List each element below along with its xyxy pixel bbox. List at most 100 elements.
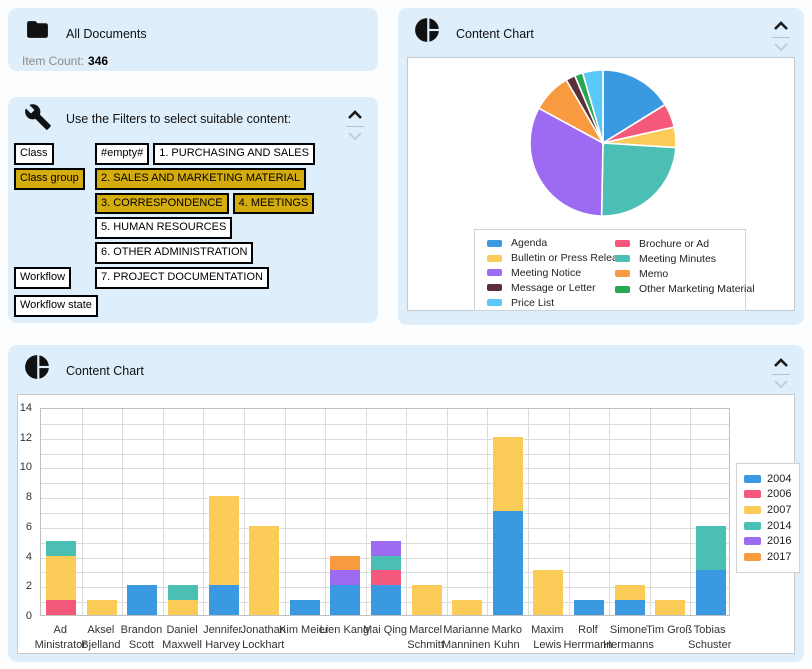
pie-slice-meeting-minutes[interactable] — [600, 142, 677, 217]
gridline — [122, 409, 124, 615]
filter-button-4-meetings[interactable]: 4. MEETINGS — [232, 192, 315, 215]
pie-legend-item-brochure-or-ad: Brochure or Ad — [615, 236, 755, 251]
gridline — [41, 513, 729, 514]
filter-button-6-other-administration[interactable]: 6. OTHER ADMINISTRATION — [95, 242, 254, 264]
gridline — [609, 409, 611, 615]
bar-segment-mai-qing-2014[interactable] — [371, 555, 401, 571]
bar-marcel-schmitt — [411, 585, 442, 615]
chevron-down-icon[interactable] — [346, 131, 364, 141]
pie-slice-price-list[interactable] — [581, 69, 604, 144]
legend-label: 2006 — [767, 488, 792, 501]
bar-segment-marko-kuhn-2007[interactable] — [492, 436, 523, 511]
pie-slice-agenda[interactable] — [602, 69, 667, 145]
gridline — [41, 423, 729, 425]
bar-segment-mai-qing-2006[interactable] — [371, 570, 401, 586]
bar-brandon-scott — [127, 585, 158, 615]
filter-button-empty[interactable]: #empty# — [95, 143, 150, 165]
workflow-button-group: Workflow Workflow state — [14, 267, 98, 317]
x-category-label: Kim Meier — [279, 624, 329, 636]
bar-legend-item-2006: 2006 — [744, 487, 799, 503]
bar-segment-lien-kang-2004[interactable] — [330, 585, 361, 615]
bar-jennifer-harvey — [208, 496, 239, 615]
x-category-label: Aksel Bjelland — [81, 624, 121, 651]
gridline — [41, 498, 729, 500]
bar-segment-mai-qing-2004[interactable] — [371, 585, 401, 615]
y-tick-label: 6 — [25, 520, 32, 533]
pie-legend-item-other-marketing-material: Other Marketing Material — [615, 282, 755, 297]
filter-button-1-purchasing-and-sales[interactable]: 1. PURCHASING AND SALES — [153, 143, 315, 165]
gridline — [203, 409, 205, 615]
legend-swatch — [744, 505, 761, 514]
bar-segment-tobias-schuster-2004[interactable] — [695, 570, 726, 615]
y-tick-label: 2 — [25, 580, 32, 593]
x-category-label: Tobias Schuster — [687, 624, 732, 651]
bar-segment-brandon-scott-2004[interactable] — [127, 585, 158, 615]
filter-button-class-group[interactable]: Class group — [14, 167, 85, 190]
legend-swatch — [744, 474, 761, 483]
bar-daniel-maxwell — [168, 585, 199, 615]
bar-legend-item-2004: 2004 — [744, 471, 799, 487]
filter-button-5-human-resources[interactable]: 5. HUMAN RESOURCES — [95, 217, 233, 239]
bar-segment-aksel-bjelland-2007[interactable] — [86, 600, 117, 615]
filter-button-2-sales-and-marketing-material[interactable]: 2. SALES AND MARKETING MATERIAL — [95, 167, 307, 190]
bar-segment-jennifer-harvey-2007[interactable] — [208, 496, 239, 586]
filter-button-workflow[interactable]: Workflow — [14, 267, 72, 289]
bar-segment-kim-meier-2004[interactable] — [289, 600, 320, 615]
gridline — [41, 468, 729, 470]
bar-segment-marko-kuhn-2004[interactable] — [492, 511, 523, 615]
chevron-down-icon[interactable] — [772, 42, 790, 52]
bar-segment-jennifer-harvey-2004[interactable] — [208, 585, 239, 615]
bar-segment-tim-gro-2007[interactable] — [655, 600, 686, 615]
bar-segment-jonathan-lockhart-2007[interactable] — [249, 525, 280, 615]
filter-button-class[interactable]: Class — [14, 143, 54, 165]
bar-ad-ministrator — [46, 540, 77, 615]
filter-button-workflow-state[interactable]: Workflow state — [14, 294, 98, 317]
pie-legend-item-message-or-letter: Message or Letter — [487, 280, 615, 295]
filters-collapse-control[interactable] — [346, 107, 364, 146]
legend-label: 2016 — [767, 535, 792, 548]
bar-chart-container: 0 2 4 6 8 10 12 14 Ad Ministrator Aksel Bjelland… — [17, 394, 800, 654]
gridline — [41, 438, 729, 440]
gridline — [568, 409, 570, 615]
collapse-divider — [772, 374, 790, 375]
bar-segment-rolf-herrmann-2004[interactable] — [573, 600, 604, 615]
bar-segment-simone-hermanns-2007[interactable] — [614, 585, 645, 601]
bar-segment-marcel-schmitt-2007[interactable] — [411, 585, 442, 615]
chevron-up-icon[interactable] — [772, 21, 790, 31]
gridline — [41, 527, 729, 529]
collapse-divider — [346, 126, 364, 127]
chevron-up-icon[interactable] — [772, 358, 790, 368]
bar-segment-daniel-maxwell-2014[interactable] — [168, 585, 199, 601]
bar-segment-ad-ministrator-2014[interactable] — [46, 540, 77, 556]
filters-instruction: Use the Filters to select suitable conte… — [66, 112, 292, 126]
gridline — [162, 409, 164, 615]
bar-segment-ad-ministrator-2006[interactable] — [46, 600, 77, 615]
gridline — [81, 409, 83, 615]
bar-segment-mai-qing-2016[interactable] — [371, 540, 401, 556]
pie-collapse-control[interactable] — [772, 18, 790, 57]
chevron-down-icon[interactable] — [772, 379, 790, 389]
bar-segment-marianne-manninen-2007[interactable] — [452, 600, 483, 615]
bar-segment-lien-kang-2016[interactable] — [330, 570, 361, 586]
bar-segment-tobias-schuster-2014[interactable] — [695, 525, 726, 571]
filter-button-3-correspondence[interactable]: 3. CORRESPONDENCE — [95, 192, 229, 215]
bar-marianne-manninen — [452, 600, 483, 615]
x-category-label: Marianne Manninen — [442, 624, 491, 651]
gridline — [487, 409, 489, 615]
legend-label: Brochure or Ad — [639, 237, 710, 250]
x-category-label: Mai Qing — [362, 624, 408, 636]
bar-segment-ad-ministrator-2007[interactable] — [46, 555, 77, 601]
legend-swatch — [487, 239, 502, 247]
bar-plot-area — [40, 408, 730, 616]
pie-slice-meeting-notice[interactable] — [529, 107, 604, 217]
bar-segment-maxim-lewis-2007[interactable] — [533, 570, 564, 615]
bar-segment-daniel-maxwell-2007[interactable] — [168, 600, 199, 615]
bar-segment-lien-kang-2017[interactable] — [330, 555, 361, 571]
chevron-up-icon[interactable] — [346, 110, 364, 120]
bar-collapse-control[interactable] — [772, 355, 790, 394]
filter-button-7-project-documentation[interactable]: 7. PROJECT DOCUMENTATION — [95, 266, 269, 289]
bar-segment-simone-hermanns-2004[interactable] — [614, 600, 645, 615]
legend-label: Memo — [639, 267, 669, 280]
bar-legend-item-2017: 2017 — [744, 549, 799, 565]
legend-label: 2014 — [767, 519, 792, 532]
